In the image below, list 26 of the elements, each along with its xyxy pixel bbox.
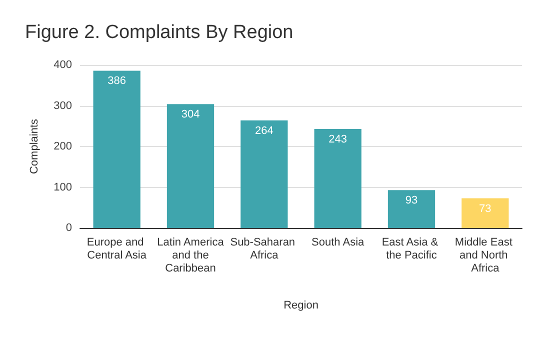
chart-title: Figure 2. Complaints By Region xyxy=(25,22,294,43)
data-label: 304 xyxy=(181,108,200,121)
x-tick-label: East Asia & the Pacific xyxy=(382,236,442,262)
x-tick-label: Sub-Saharan Africa xyxy=(230,236,298,262)
data-label: 264 xyxy=(254,124,274,137)
bar xyxy=(314,128,362,228)
x-tick-label: Middle East and North Africa xyxy=(454,236,516,274)
x-tick-label: South Asia xyxy=(312,236,366,248)
bar xyxy=(166,104,214,228)
x-axis-title: Region xyxy=(284,300,318,312)
data-label: 243 xyxy=(328,133,348,146)
data-label: 386 xyxy=(108,75,126,88)
data-label: 93 xyxy=(405,194,418,207)
bar xyxy=(462,198,509,228)
y-axis-title: Complaints xyxy=(28,118,40,174)
y-tick-label: 400 xyxy=(54,59,72,71)
bar xyxy=(240,120,288,228)
bar xyxy=(93,70,140,228)
y-tick-label: 0 xyxy=(66,222,72,234)
data-label: 73 xyxy=(479,202,492,215)
y-tick-label: 100 xyxy=(54,181,72,194)
y-tick-label: 200 xyxy=(54,140,72,152)
x-tick-label: Latin America and the Caribbean xyxy=(157,236,225,274)
y-tick-label: 300 xyxy=(54,100,72,112)
x-tick-label: Europe and Central Asia xyxy=(86,236,148,262)
bar xyxy=(388,190,436,228)
